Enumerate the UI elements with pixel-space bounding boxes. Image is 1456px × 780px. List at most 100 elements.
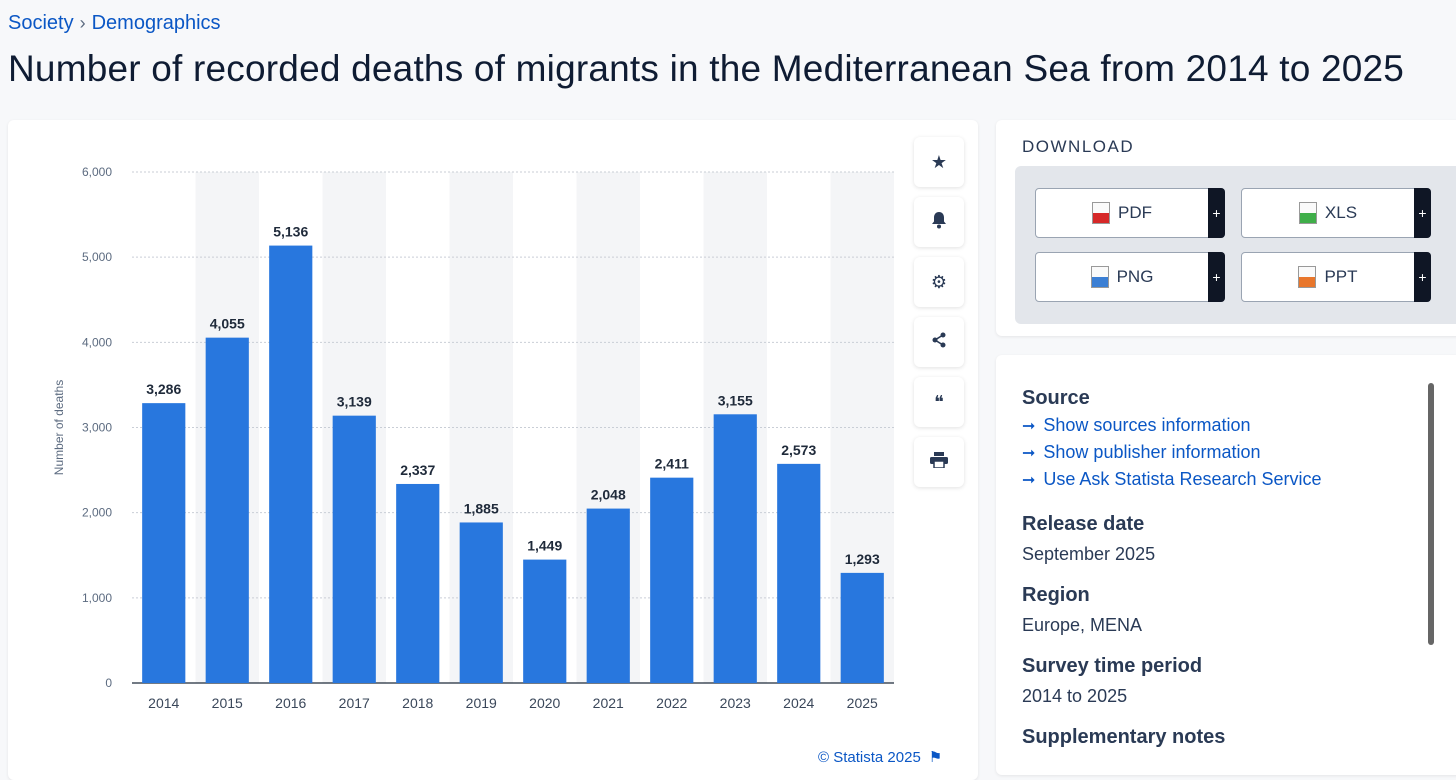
download-pdf-label: PDF bbox=[1118, 203, 1152, 222]
star-icon: ★ bbox=[930, 151, 948, 172]
bar-2023 bbox=[713, 414, 757, 683]
y-tick-label: 4,000 bbox=[82, 335, 112, 349]
data-label: 2,337 bbox=[400, 462, 435, 478]
bar-2025 bbox=[840, 572, 884, 683]
pdf-plus-icon[interactable]: + bbox=[1208, 188, 1225, 238]
x-tick-label: 2015 bbox=[212, 695, 243, 711]
bar-2024 bbox=[777, 463, 821, 683]
period-section: Survey time period 2014 to 2025 bbox=[1022, 655, 1202, 707]
data-label: 3,139 bbox=[337, 394, 372, 410]
data-label: 1,449 bbox=[527, 538, 562, 554]
page-title: Number of recorded deaths of migrants in… bbox=[8, 48, 1405, 89]
release-heading: Release date bbox=[1022, 513, 1145, 535]
data-label: 1,885 bbox=[464, 500, 499, 516]
x-tick-label: 2024 bbox=[783, 695, 814, 711]
show-publisher-label: Show publisher information bbox=[1043, 442, 1261, 462]
period-value: 2014 to 2025 bbox=[1022, 686, 1128, 706]
chart-card: 0 1,000 2,000 3,000 4,000 5,000 6,000 Number of… bbox=[8, 120, 978, 780]
xls-plus-icon[interactable]: + bbox=[1414, 188, 1431, 238]
research-service-link[interactable]: ➞ Use Ask Statista Research Service bbox=[1022, 468, 1322, 491]
x-tick-label: 2014 bbox=[148, 695, 179, 711]
data-label: 2,411 bbox=[655, 456, 689, 472]
scrollbar[interactable] bbox=[1428, 383, 1434, 645]
y-tick-label: 3,000 bbox=[82, 421, 112, 435]
png-plus-icon[interactable]: + bbox=[1208, 252, 1225, 302]
copyright-link[interactable]: © Statista 2025 ⚑ bbox=[818, 748, 943, 767]
bar-2016 bbox=[269, 245, 313, 684]
data-label: 3,286 bbox=[146, 381, 181, 397]
show-sources-label: Show sources information bbox=[1043, 415, 1251, 435]
breadcrumb-demographics[interactable]: Demographics bbox=[91, 12, 221, 34]
bar-2019 bbox=[459, 522, 503, 683]
y-tick-label: 1,000 bbox=[82, 591, 112, 605]
bar-2021 bbox=[586, 508, 630, 683]
bar-2018 bbox=[396, 483, 440, 683]
download-xls-label: XLS bbox=[1324, 203, 1358, 222]
region-section: Region Europe, MENA bbox=[1022, 584, 1142, 636]
data-label: 2,048 bbox=[591, 487, 626, 503]
download-pdf-button[interactable]: PDF + bbox=[1035, 188, 1225, 238]
x-tick-label: 2016 bbox=[275, 695, 306, 711]
region-heading: Region bbox=[1022, 584, 1090, 606]
bar-2020 bbox=[523, 559, 567, 683]
y-tick-label: 0 bbox=[105, 676, 112, 690]
y-axis-label: Number of deaths bbox=[52, 380, 66, 475]
breadcrumb-separator: › bbox=[79, 13, 86, 33]
x-tick-label: 2018 bbox=[402, 695, 433, 711]
print-button[interactable] bbox=[914, 437, 964, 487]
download-png-label: PNG bbox=[1116, 267, 1154, 286]
x-tick-label: 2020 bbox=[529, 695, 560, 711]
chart-tools: ★ ⚙ ❝ bbox=[914, 137, 964, 497]
bar-2015 bbox=[205, 337, 249, 683]
flag-icon: ⚑ bbox=[928, 749, 943, 766]
share-button[interactable] bbox=[914, 317, 964, 367]
notes-section: Supplementary notes bbox=[1022, 726, 1225, 749]
arrow-right-icon: ➞ bbox=[1022, 417, 1036, 435]
info-card: Source ➞ Show sources information ➞ Show p… bbox=[996, 355, 1456, 775]
y-tick-label: 6,000 bbox=[82, 165, 112, 179]
download-title: DOWNLOAD bbox=[1022, 137, 1135, 156]
download-xls-button[interactable]: XLS + bbox=[1241, 188, 1431, 238]
x-tick-label: 2021 bbox=[593, 695, 624, 711]
release-value: September 2025 bbox=[1022, 544, 1156, 564]
y-tick-label: 2,000 bbox=[82, 506, 112, 520]
download-ppt-button[interactable]: PPT + bbox=[1241, 252, 1431, 302]
printer-icon bbox=[930, 451, 948, 473]
bar-chart: 0 1,000 2,000 3,000 4,000 5,000 6,000 Number of… bbox=[52, 165, 894, 711]
download-area: PDF + XLS + PNG + PPT + bbox=[1015, 166, 1456, 324]
bar-2014 bbox=[142, 403, 186, 683]
y-tick-label: 5,000 bbox=[82, 250, 112, 264]
ppt-file-icon bbox=[1298, 266, 1317, 288]
period-heading: Survey time period bbox=[1022, 655, 1203, 677]
source-heading: Source bbox=[1022, 387, 1090, 409]
cite-button[interactable]: ❝ bbox=[914, 377, 964, 427]
favorite-button[interactable]: ★ bbox=[914, 137, 964, 187]
png-file-icon bbox=[1090, 266, 1109, 288]
research-service-label: Use Ask Statista Research Service bbox=[1043, 469, 1322, 489]
bell-icon bbox=[931, 211, 947, 234]
arrow-right-icon: ➞ bbox=[1022, 444, 1036, 462]
ppt-plus-icon[interactable]: + bbox=[1414, 252, 1431, 302]
arrow-right-icon: ➞ bbox=[1022, 471, 1036, 489]
pdf-file-icon bbox=[1092, 202, 1110, 224]
breadcrumb-society[interactable]: Society bbox=[8, 12, 74, 34]
notification-button[interactable] bbox=[914, 197, 964, 247]
source-section: Source ➞ Show sources information ➞ Show p… bbox=[1022, 387, 1322, 491]
show-sources-link[interactable]: ➞ Show sources information bbox=[1022, 414, 1322, 437]
data-label: 5,136 bbox=[273, 224, 308, 240]
show-publisher-link[interactable]: ➞ Show publisher information bbox=[1022, 441, 1322, 464]
download-card: DOWNLOAD PDF + XLS + PNG + bbox=[996, 120, 1456, 336]
quote-icon: ❝ bbox=[934, 391, 944, 412]
data-label: 3,155 bbox=[718, 392, 753, 408]
x-tick-label: 2017 bbox=[339, 695, 370, 711]
copyright-text: © Statista 2025 bbox=[818, 748, 921, 766]
settings-button[interactable]: ⚙ bbox=[914, 257, 964, 307]
region-value: Europe, MENA bbox=[1022, 615, 1143, 635]
data-label: 2,573 bbox=[781, 442, 816, 458]
bar-2017 bbox=[332, 415, 376, 683]
data-label: 4,055 bbox=[210, 316, 245, 332]
bar-2022 bbox=[650, 477, 694, 683]
download-png-button[interactable]: PNG + bbox=[1035, 252, 1225, 302]
breadcrumb: Society › Demographics bbox=[8, 12, 221, 35]
x-tick-label: 2023 bbox=[720, 695, 751, 711]
